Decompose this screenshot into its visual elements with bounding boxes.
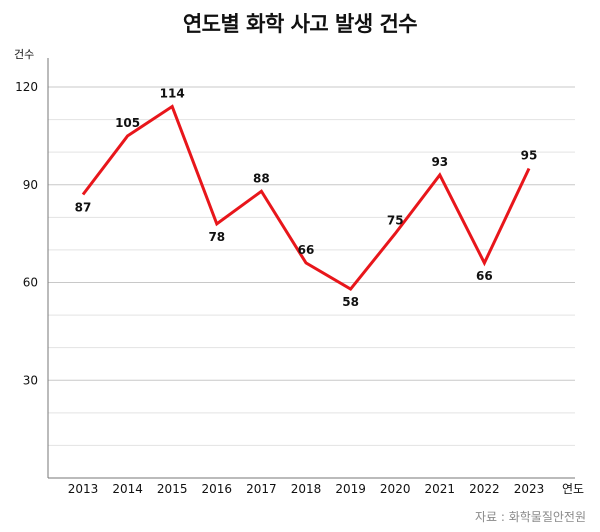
x-tick-label: 2013 [68, 482, 99, 496]
data-label: 114 [160, 87, 185, 101]
x-tick-label: 2017 [246, 482, 277, 496]
x-tick-label: 2019 [335, 482, 366, 496]
data-labels: 87 105 114 78 88 66 58 75 93 66 95 [75, 87, 538, 309]
data-label: 95 [521, 148, 538, 162]
x-tick-label: 2021 [425, 482, 456, 496]
data-label: 75 [387, 214, 404, 228]
chart-title: 연도별 화학 사고 발생 건수 [182, 12, 418, 36]
data-label: 105 [115, 116, 140, 130]
x-tick-label: 2022 [469, 482, 500, 496]
y-axis-title: 건수 [14, 48, 34, 61]
data-label: 58 [342, 295, 359, 309]
series-layer [81, 104, 531, 291]
y-tick-labels: 30 60 90 120 [15, 80, 38, 387]
data-label: 78 [208, 230, 225, 244]
x-tick-label: 2014 [112, 482, 143, 496]
y-tick-label: 30 [23, 373, 38, 387]
data-label: 66 [476, 269, 493, 283]
x-tick-labels: 2013 2014 2015 2016 2017 2018 2019 2020 2021 2022… [68, 482, 545, 496]
x-tick-label: 2020 [380, 482, 411, 496]
grid-lines [48, 86, 575, 446]
x-axis-title: 연도 [562, 482, 584, 496]
source-note: 자료 : 화학물질안전원 [474, 510, 586, 524]
y-tick-label: 90 [23, 178, 38, 192]
data-label: 66 [298, 243, 315, 257]
data-label: 87 [75, 201, 92, 215]
x-tick-label: 2016 [202, 482, 233, 496]
series-line [81, 104, 531, 291]
y-tick-label: 60 [23, 276, 38, 290]
x-tick-label: 2018 [291, 482, 322, 496]
x-tick-label: 2015 [157, 482, 188, 496]
x-tick-label: 2023 [514, 482, 545, 496]
y-tick-label: 120 [15, 80, 38, 94]
data-label: 93 [431, 155, 448, 169]
data-label: 88 [253, 171, 270, 185]
